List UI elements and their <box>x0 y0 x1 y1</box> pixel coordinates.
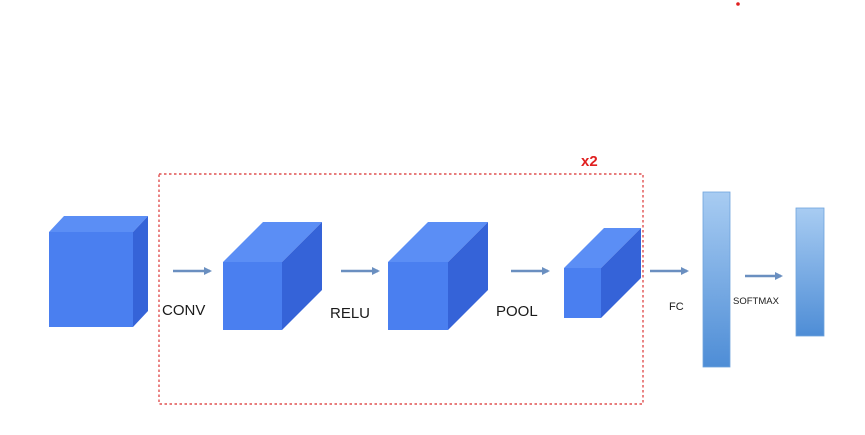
repeat-block-box <box>158 173 644 405</box>
fc-label: FC <box>669 301 684 313</box>
input-volume-cube <box>49 216 148 327</box>
relu-label: RELU <box>330 305 370 322</box>
fc-layer-bar <box>702 191 731 368</box>
stray-red-dot <box>736 2 740 6</box>
conv-label: CONV <box>162 302 205 319</box>
relu-output-cube <box>388 222 488 330</box>
pool-label: POOL <box>496 303 538 320</box>
softmax-label: SOFTMAX <box>733 296 780 307</box>
repeat-count-label: x2 <box>581 153 598 170</box>
softmax-output-bar <box>795 207 825 337</box>
conv-output-cube <box>223 222 322 330</box>
pool-output-cube <box>564 228 641 318</box>
